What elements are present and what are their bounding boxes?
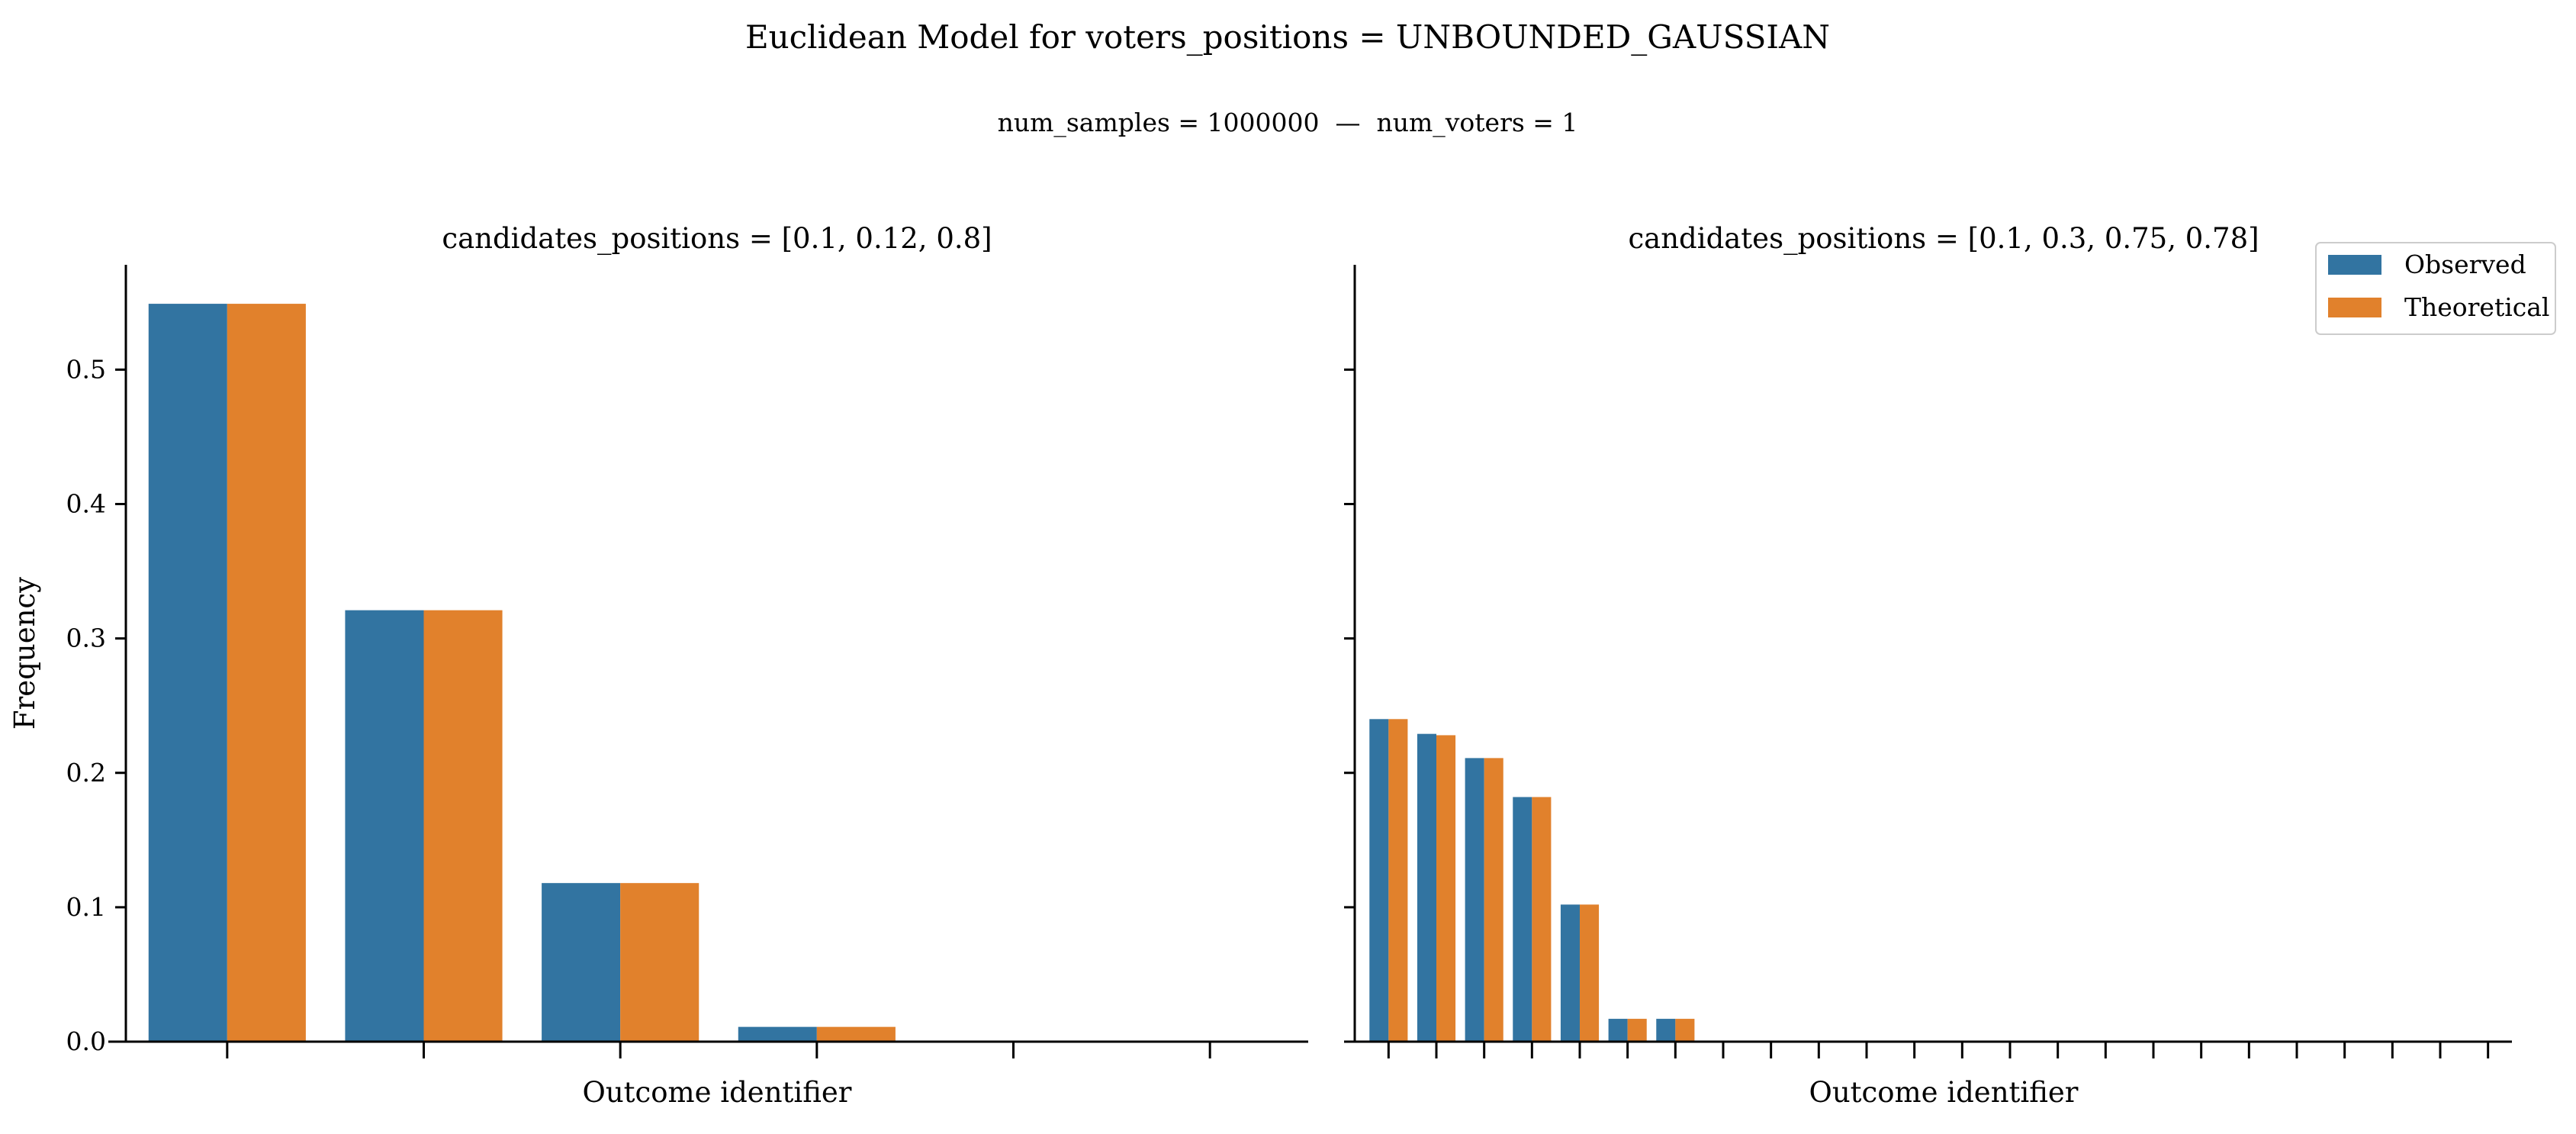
legend: Observed Theoretical: [2315, 242, 2556, 335]
bar-observed-2: [1417, 733, 1436, 1042]
bar-theoretical-6: [1627, 1019, 1647, 1042]
bar-observed-5: [1560, 904, 1580, 1042]
bar-theoretical-2: [423, 610, 503, 1042]
bar-observed-7: [1656, 1019, 1676, 1042]
y-tick-label: 0.2: [66, 758, 106, 788]
subplot-title: candidates_positions = [0.1, 0.12, 0.8]: [442, 222, 992, 256]
bar-theoretical-5: [1580, 904, 1600, 1042]
bar-theoretical-7: [1675, 1019, 1695, 1042]
legend-label-observed: Observed: [2404, 250, 2526, 279]
legend-swatch-theoretical: [2328, 298, 2381, 317]
subplot-title: candidates_positions = [0.1, 0.3, 0.75, …: [1628, 222, 2259, 256]
y-tick-label: 0.1: [66, 892, 106, 922]
x-axis-label: Outcome identifier: [583, 1076, 852, 1109]
bar-observed-4: [1513, 797, 1532, 1042]
legend-swatch-observed: [2328, 255, 2381, 275]
bar-observed-1: [148, 304, 227, 1042]
y-tick-label: 0.5: [66, 354, 106, 384]
y-axis-label: Frequency: [8, 577, 41, 730]
figure-subtitle: num_samples = 1000000 — num_voters = 1: [998, 108, 1578, 138]
y-tick-label: 0.4: [66, 489, 106, 519]
bar-theoretical-2: [1436, 735, 1456, 1042]
bar-theoretical-3: [1484, 758, 1503, 1042]
y-tick-label: 0.0: [66, 1026, 106, 1056]
y-tick-label: 0.3: [66, 623, 106, 653]
chart-panel-left: candidates_positions = [0.1, 0.12, 0.8] 0…: [8, 222, 1308, 1109]
x-axis-label: Outcome identifier: [1809, 1076, 2079, 1109]
bar-theoretical-3: [620, 883, 699, 1042]
legend-label-theoretical: Theoretical: [2404, 292, 2550, 322]
bar-theoretical-4: [816, 1026, 896, 1042]
bar-theoretical-1: [227, 304, 306, 1042]
bar-observed-3: [542, 883, 621, 1042]
bar-observed-1: [1369, 719, 1389, 1042]
bar-theoretical-4: [1532, 797, 1552, 1042]
bar-observed-3: [1465, 758, 1484, 1042]
bar-observed-2: [345, 610, 424, 1042]
bar-theoretical-1: [1388, 719, 1408, 1042]
figure-title: Euclidean Model for voters_positions = U…: [745, 18, 1830, 56]
bar-observed-6: [1608, 1019, 1628, 1042]
bar-observed-4: [738, 1026, 817, 1042]
chart-panel-right: candidates_positions = [0.1, 0.3, 0.75, …: [1344, 222, 2512, 1109]
